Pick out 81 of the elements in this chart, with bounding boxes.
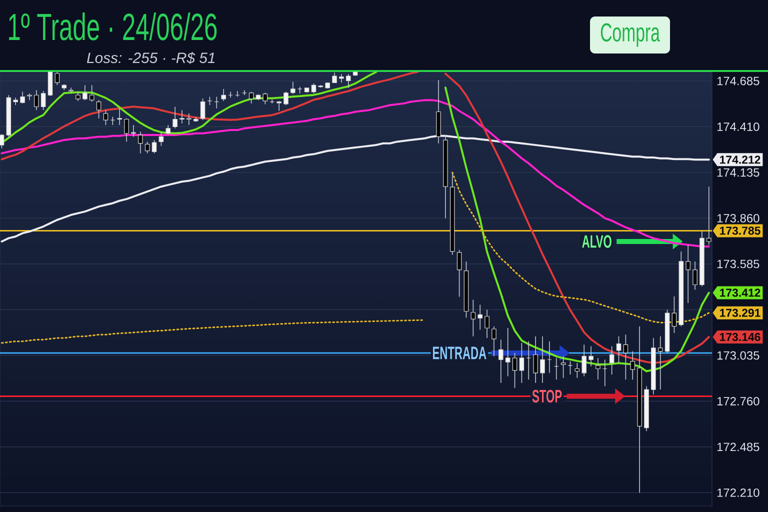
candlestick <box>152 140 157 154</box>
candlestick <box>82 84 88 101</box>
candlestick <box>456 249 462 298</box>
candlestick <box>332 72 337 84</box>
y-tick-label: 172.760 <box>717 396 760 406</box>
candlestick <box>40 90 46 110</box>
y-tick-label: 172.210 <box>717 488 760 497</box>
candlestick <box>54 71 60 86</box>
candlestick <box>560 356 566 378</box>
candlestick <box>290 81 296 94</box>
data-label: 174.212 <box>720 156 760 164</box>
candlestick <box>623 334 628 380</box>
candlestick <box>117 108 122 126</box>
candlestick <box>616 336 622 364</box>
y-tick-label: 174.410 <box>717 122 760 131</box>
candlestick <box>20 91 25 104</box>
candlestick <box>505 328 510 377</box>
y-tick-label: 174.135 <box>717 168 760 177</box>
candlestick <box>27 93 32 101</box>
candlestick <box>672 296 677 334</box>
candlestick <box>346 74 351 88</box>
candlestick <box>478 304 482 330</box>
annotation: STOP <box>532 390 562 403</box>
candlestick <box>131 124 136 138</box>
candlestick <box>200 98 206 120</box>
candlestick <box>248 91 254 104</box>
candlestick <box>540 336 545 384</box>
candlestick <box>89 84 94 102</box>
candlestick <box>276 100 282 112</box>
data-label: 173.291 <box>720 308 760 317</box>
chart-subtitle: Loss: -255 · -R$ 51 <box>86 52 215 64</box>
y-tick-label: 174.685 <box>717 76 760 86</box>
data-label: 173.146 <box>720 332 760 342</box>
candlestick <box>34 90 39 110</box>
candlestick <box>686 244 690 304</box>
text: Compra <box>600 23 660 47</box>
candlestick <box>124 118 129 142</box>
candlestick <box>658 336 663 390</box>
chart-title: 1º Trade · 24/06/26 <box>9 12 217 40</box>
candlestick <box>0 134 4 149</box>
candlestick <box>568 360 573 375</box>
candlestick <box>68 87 74 94</box>
candlestick <box>596 358 600 380</box>
candlestick <box>512 352 518 388</box>
annotation: ALVO <box>582 235 612 248</box>
candlestick <box>96 100 102 119</box>
data-label: 173.412 <box>720 288 760 297</box>
candlestick <box>262 92 268 105</box>
candlestick <box>519 342 524 384</box>
candlestick <box>103 110 108 126</box>
candlestick <box>166 124 171 135</box>
candlestick <box>588 346 594 367</box>
y-tick-label: 173.585 <box>717 260 760 268</box>
annotation: ENTRADA <box>432 346 486 360</box>
candlestick <box>533 336 538 384</box>
candlestick <box>582 344 586 377</box>
candlestick <box>284 91 288 106</box>
candlestick <box>48 70 53 96</box>
candlestick <box>13 97 18 106</box>
candlestick <box>630 350 636 380</box>
candlestick <box>180 110 184 124</box>
candlestick <box>484 309 490 338</box>
y-tick-label: 173.860 <box>717 214 760 222</box>
candlestick <box>609 346 614 375</box>
candlestick <box>158 131 164 146</box>
candlestick <box>492 326 496 357</box>
ref-line-label: 173.785 <box>720 226 760 235</box>
candlestick <box>221 88 226 102</box>
candlestick <box>706 186 712 246</box>
candlestick <box>76 91 80 102</box>
candlestick <box>692 261 698 290</box>
candlestick <box>574 362 580 378</box>
candlestick <box>498 339 504 384</box>
candlestick <box>470 299 476 337</box>
candlestick <box>144 141 150 154</box>
y-tick-label: 172.485 <box>717 442 760 452</box>
candlestick <box>311 83 316 94</box>
candlestick <box>172 106 178 129</box>
candlestick <box>138 131 143 154</box>
y-tick-label: 173.035 <box>717 351 760 360</box>
candlestick <box>186 113 192 126</box>
